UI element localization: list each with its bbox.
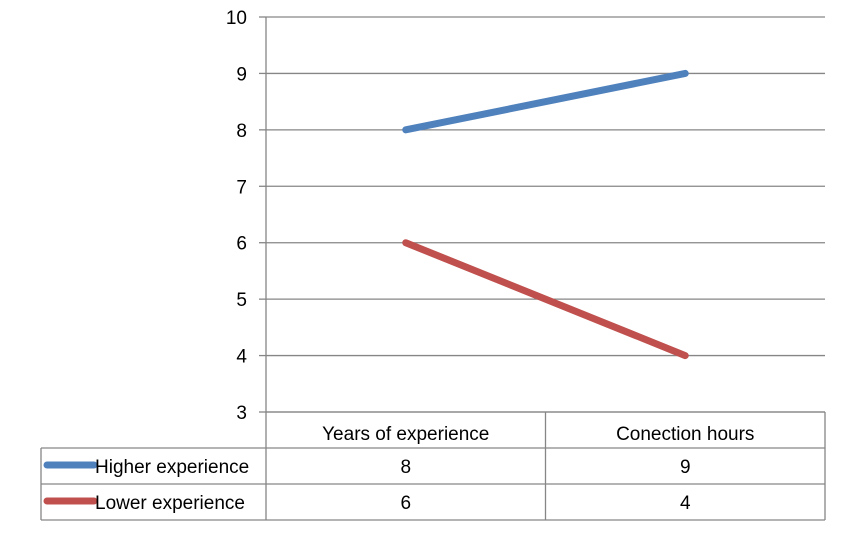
series-lines (402, 69, 689, 360)
table-value: 8 (400, 457, 411, 478)
legend-label: Higher experience (95, 457, 249, 478)
y-tick-label: 9 (236, 64, 247, 85)
table-value: 9 (680, 457, 691, 478)
series-line (402, 69, 689, 134)
category-label: Conection hours (616, 424, 754, 445)
y-tick-label: 8 (236, 121, 247, 142)
table-value: 4 (680, 493, 691, 514)
category-label: Years of experience (322, 424, 489, 445)
y-axis-tick-labels: 3 4 5 6 7 8 9 10 (226, 8, 248, 424)
table-value: 6 (400, 493, 411, 514)
y-tick-label: 5 (236, 290, 247, 311)
y-tick-label: 6 (236, 234, 247, 255)
data-table: Years of experience Conection hours Higher… (40, 411, 826, 521)
grid-lines (259, 16, 825, 413)
y-tick-label: 3 (236, 403, 247, 424)
y-tick-label: 7 (236, 177, 247, 198)
y-tick-label: 4 (236, 347, 247, 368)
legend-label: Lower experience (95, 493, 245, 514)
y-tick-label: 10 (226, 8, 247, 29)
series-line (402, 239, 689, 360)
